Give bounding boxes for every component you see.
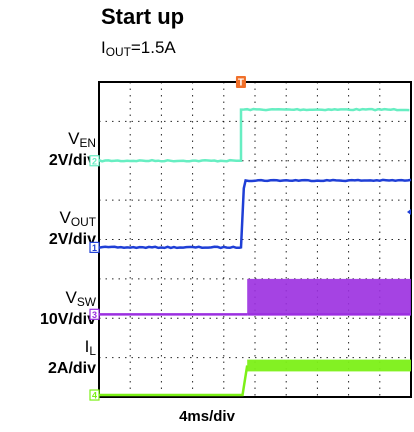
trace-il-rise [99, 365, 249, 397]
il-name: I [84, 337, 90, 356]
channel-marker-3 [89, 308, 100, 320]
label-vsw: VSW 10V/div [0, 289, 96, 329]
vout-sub: OUT [70, 214, 96, 229]
channel-marker-1 [89, 241, 100, 253]
channel-marker-1-label: 1 [92, 243, 97, 253]
trace-il-ripple-band [247, 359, 411, 372]
channel-marker-2 [89, 155, 100, 167]
subtitle-prefix: I [101, 38, 106, 57]
trigger-marker-label: T [238, 78, 244, 89]
channel-marker-3-label: 3 [92, 310, 97, 320]
channel-marker-4-label: 4 [92, 391, 97, 401]
trigger-marker [235, 76, 246, 88]
chart-title: Start up [101, 4, 185, 29]
vout-name: V [59, 208, 71, 227]
il-sub: L [89, 343, 96, 358]
ven-scale: 2V/div [48, 151, 96, 169]
label-vout: VOUT 2V/div [0, 209, 96, 249]
vsw-name: V [65, 288, 77, 307]
vsw-sub: SW [76, 294, 96, 309]
channel-marker-4 [89, 389, 100, 401]
vsw-scale: 10V/div [39, 310, 96, 328]
x-axis-scale: 4ms/div [179, 408, 235, 425]
subtitle-suffix: =1.5A [130, 38, 176, 57]
subtitle-sub: OUT [105, 44, 131, 59]
trace-ven [98, 107, 410, 163]
vout-scale: 2V/div [48, 230, 96, 248]
trace-vout [98, 178, 412, 250]
label-ven: VEN 2V/div [0, 130, 96, 170]
channel-marker-2-label: 2 [92, 156, 97, 166]
chart-subtitle: IOUT=1.5A [101, 38, 176, 59]
ven-name: V [68, 129, 80, 148]
label-il: IL 2A/div [0, 338, 96, 378]
trace-vsw-switching-band [247, 278, 411, 315]
vout-level-marker [407, 208, 411, 215]
il-scale: 2A/div [47, 359, 96, 377]
ven-sub: EN [79, 135, 96, 150]
